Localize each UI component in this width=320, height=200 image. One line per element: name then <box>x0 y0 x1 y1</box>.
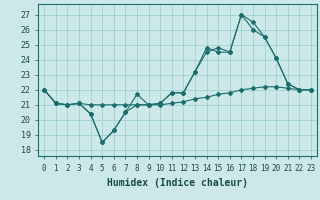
X-axis label: Humidex (Indice chaleur): Humidex (Indice chaleur) <box>107 178 248 188</box>
